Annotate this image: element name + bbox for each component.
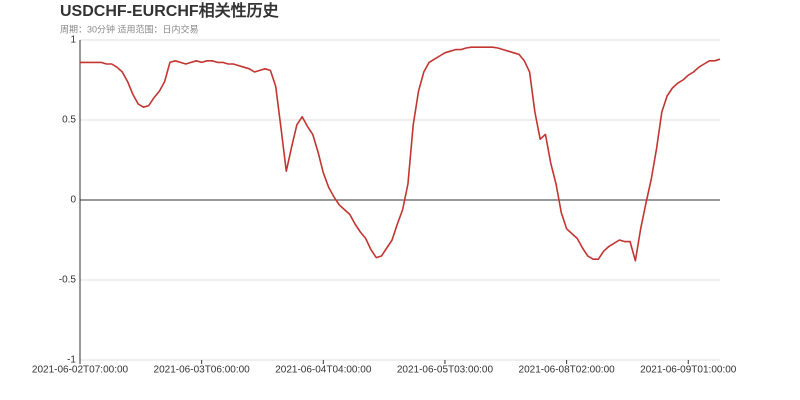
x-tick-label: 2021-06-04T04:00:00 bbox=[275, 365, 372, 376]
y-tick-label: -1 bbox=[67, 355, 76, 366]
x-tick-label: 2021-06-05T03:00:00 bbox=[397, 365, 494, 376]
y-tick-label: -0.5 bbox=[59, 275, 77, 286]
x-tick-label: 2021-06-08T02:00:00 bbox=[519, 365, 616, 376]
chart-subtitle: 周期：30分钟 适用范围：日内交易 bbox=[60, 23, 199, 34]
y-tick-label: 1 bbox=[70, 35, 76, 46]
y-tick-label: 0.5 bbox=[62, 115, 76, 126]
line-series bbox=[80, 46, 721, 262]
x-tick-label: 2021-06-03T06:00:00 bbox=[154, 365, 251, 376]
chart-title: USDCHF-EURCHF相关性历史 bbox=[60, 1, 280, 20]
x-tick-label: 2021-06-02T07:00:00 bbox=[32, 365, 129, 376]
x-tick-label: 2021-06-09T01:00:00 bbox=[640, 365, 737, 376]
y-tick-label: 0 bbox=[70, 195, 76, 206]
